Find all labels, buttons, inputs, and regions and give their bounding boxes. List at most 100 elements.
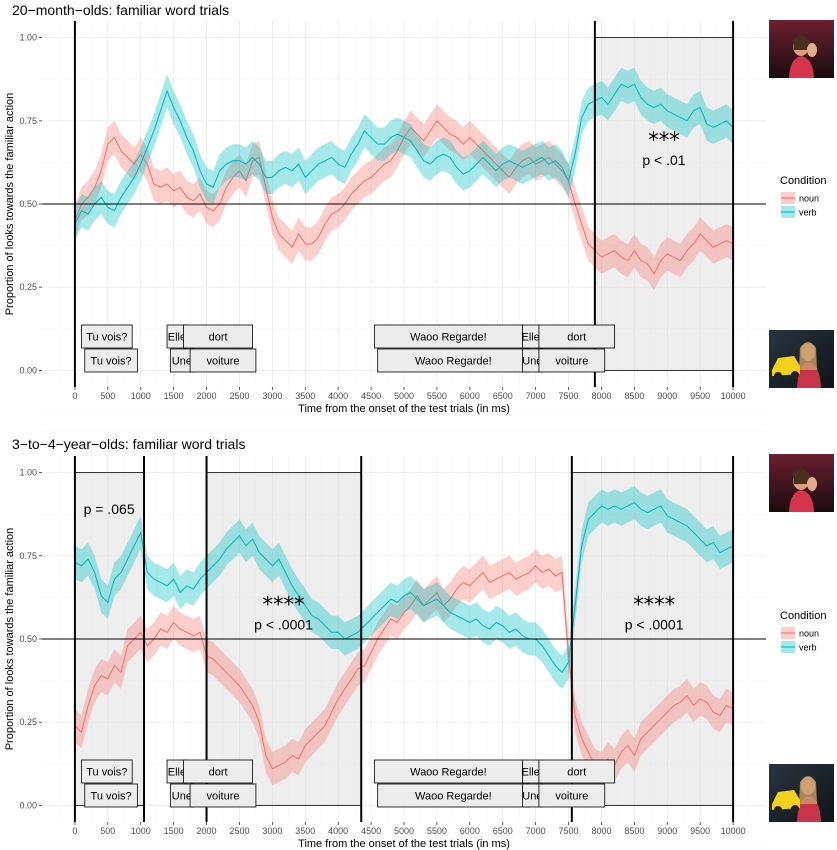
phrase-label: voiture <box>555 356 588 368</box>
phrase-label: Tu vois? <box>91 791 132 803</box>
photo-sleeping-action <box>769 20 834 78</box>
photo-hair <box>793 34 810 50</box>
chart-title: 20−month−olds: familiar word trials <box>12 2 229 18</box>
photo-shirt <box>789 56 814 78</box>
phrase-label: Waoo Regarde! <box>415 356 492 368</box>
phrase-box <box>538 348 606 373</box>
chart-panel-1: 20−month−olds: familiar word trials Tu vo… <box>4 2 834 415</box>
p-value-label: p = .065 <box>84 501 135 517</box>
phrase-label: Elle <box>168 767 186 779</box>
phrase-label: Elle <box>522 332 540 344</box>
phrase-label: dort <box>209 767 228 779</box>
y-tick-label: 0.00 <box>19 365 37 375</box>
significance-stars: **** <box>633 593 675 617</box>
photo-toy-car <box>772 356 800 376</box>
phrase-label: Une <box>522 791 542 803</box>
x-tick-label: 2000 <box>197 826 217 836</box>
chart-title: 3−to−4−year−olds: familiar word trials <box>12 436 245 452</box>
line-verb <box>74 83 734 225</box>
photo-wheel <box>774 372 782 380</box>
x-tick-label: 1500 <box>164 391 184 401</box>
x-axis-label: Time from the onset of the test trials (… <box>298 403 510 415</box>
phrase-label: dort <box>567 767 586 779</box>
phrase-label: Une <box>522 356 542 368</box>
x-tick-label: 8000 <box>591 391 611 401</box>
ribbon-noun <box>74 104 734 291</box>
phrase-label: voiture <box>206 791 239 803</box>
x-tick-label: 9000 <box>657 391 677 401</box>
x-tick-label: 5000 <box>394 826 414 836</box>
significance-stars: *** <box>648 128 680 152</box>
x-tick-label: 7500 <box>559 826 579 836</box>
phrase-label: Elle <box>522 767 540 779</box>
phrase-box <box>84 783 138 808</box>
phrase-box <box>81 759 133 784</box>
x-tick-label: 500 <box>100 826 115 836</box>
y-tick-label: 1.00 <box>19 33 37 43</box>
x-tick-label: 7000 <box>526 391 546 401</box>
phrase-label: Une <box>172 791 192 803</box>
y-tick-label: 0.50 <box>19 634 37 644</box>
photo-hair <box>793 468 810 484</box>
x-tick-label: 5500 <box>427 826 447 836</box>
phrase-box <box>183 324 254 349</box>
y-tick-label: 0.00 <box>19 800 37 810</box>
phrase-label: voiture <box>206 356 239 368</box>
photo-hair <box>799 776 817 804</box>
photo-car-action <box>769 764 834 822</box>
x-tick-label: 2500 <box>229 391 249 401</box>
x-tick-label: 8500 <box>624 391 644 401</box>
x-tick-label: 500 <box>100 391 115 401</box>
legend: Condition noun verb <box>780 175 826 218</box>
x-tick-label: 2500 <box>229 826 249 836</box>
x-tick-label: 10000 <box>721 826 746 836</box>
x-tick-label: 6500 <box>493 826 513 836</box>
x-tick-label: 6500 <box>493 391 513 401</box>
phrase-box <box>183 759 254 784</box>
photo-sleeping-action <box>769 454 834 512</box>
p-value-label: p < .01 <box>642 152 685 168</box>
phrase-label: Waoo Regarde! <box>415 791 492 803</box>
phrase-box <box>81 324 133 349</box>
photo-toy-car <box>772 790 800 810</box>
legend-label-noun: noun <box>799 194 819 204</box>
phrase-box <box>538 324 616 349</box>
phrase-label: Tu vois? <box>91 356 132 368</box>
phrase-box <box>84 348 138 373</box>
y-tick-label: 0.75 <box>19 116 37 126</box>
x-tick-label: 3000 <box>262 391 282 401</box>
x-tick-label: 4000 <box>328 391 348 401</box>
x-tick-label: 4500 <box>361 391 381 401</box>
y-tick-label: 0.25 <box>19 717 37 727</box>
x-tick-label: 3500 <box>295 391 315 401</box>
significance-stars: **** <box>263 593 305 617</box>
phrase-box <box>538 759 616 784</box>
x-tick-label: 9000 <box>657 826 677 836</box>
photo-hands <box>807 477 817 491</box>
x-tick-label: 7500 <box>559 391 579 401</box>
phrase-label: Elle <box>168 332 186 344</box>
x-tick-label: 7000 <box>526 826 546 836</box>
legend-title: Condition <box>780 175 826 187</box>
x-tick-label: 4000 <box>328 826 348 836</box>
photo-hands <box>807 43 817 57</box>
legend-label-verb: verb <box>799 208 817 218</box>
line-verb <box>74 501 734 674</box>
y-tick-label: 0.50 <box>19 199 37 209</box>
chart-panel-2: 3−to−4−year−olds: familiar word trials Tu… <box>4 430 834 850</box>
photo-hair <box>799 342 817 370</box>
p-value-label: p < .0001 <box>254 617 313 633</box>
y-tick-label: 0.25 <box>19 282 37 292</box>
legend-label-noun: noun <box>799 629 819 639</box>
phrase-box <box>538 783 606 808</box>
legend-label-verb: verb <box>799 643 817 653</box>
x-tick-label: 1000 <box>131 391 151 401</box>
x-axis-label: Time from the onset of the test trials (… <box>298 838 510 850</box>
y-axis-label: Proportion of looks towards the familiar… <box>4 93 16 316</box>
photo-shirt <box>789 490 814 512</box>
phrase-label: Waoo Regarde! <box>410 332 487 344</box>
photo-wheel <box>791 805 799 813</box>
phrase-label: Une <box>172 356 192 368</box>
photo-wheel <box>774 806 782 814</box>
